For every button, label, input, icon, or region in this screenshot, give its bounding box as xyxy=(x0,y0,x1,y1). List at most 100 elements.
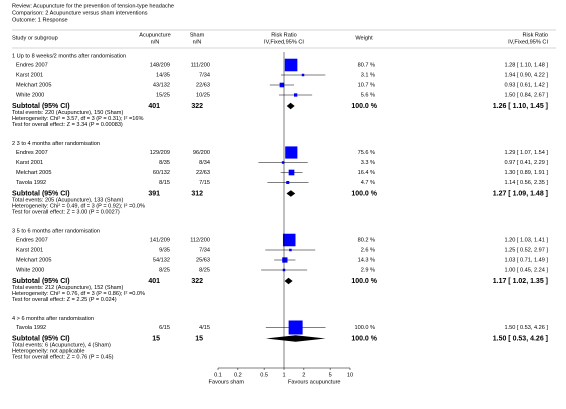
subtotal-diamond xyxy=(286,102,295,110)
sham-events: 22/63 xyxy=(196,170,210,176)
study-name: Tavola 1992 xyxy=(16,325,46,331)
study-name: Tavola 1992 xyxy=(16,180,46,186)
group-note: Total events: 212 (Acupuncture), 152 (Sh… xyxy=(12,285,123,291)
group-note: Heterogeneity: Chi² = 3.57, df = 3 (P = … xyxy=(12,116,143,122)
acu-events: 60/132 xyxy=(153,170,170,176)
group-note: Total events: 205 (Acupuncture), 133 (Sh… xyxy=(12,197,123,203)
effect-square xyxy=(301,73,305,77)
effect-square xyxy=(288,320,303,335)
subtotal-sham: 322 xyxy=(191,278,203,285)
study-name: Melchart 2005 xyxy=(16,170,51,176)
favours-left: Favours sham xyxy=(209,379,245,385)
subtotal-rr: 1.50 [ 0.53, 4.26 ] xyxy=(493,335,548,342)
acu-events: 6/15 xyxy=(159,325,170,331)
acu-events: 15/25 xyxy=(156,92,170,98)
col-plot: Risk Ratio xyxy=(271,32,297,38)
risk-ratio: 1.30 [ 0.89, 1.91 ] xyxy=(504,170,548,176)
acu-events: 43/132 xyxy=(153,82,170,88)
weight: 3.1 % xyxy=(361,72,375,78)
effect-square xyxy=(293,93,298,97)
weight: 2.6 % xyxy=(361,247,375,253)
subtotal-weight: 100.0 % xyxy=(351,103,377,110)
study-name: Endres 2007 xyxy=(16,150,48,156)
risk-ratio: 1.28 [ 1.10, 1.48 ] xyxy=(504,62,548,68)
study-name: White 2000 xyxy=(16,267,44,273)
subtotal-sham: 312 xyxy=(191,190,203,197)
acu-events: 8/35 xyxy=(159,160,170,166)
weight: 5.6 % xyxy=(361,92,375,98)
risk-ratio: 1.03 [ 0.71, 1.49 ] xyxy=(504,257,548,263)
effect-square xyxy=(279,82,285,88)
risk-ratio: 1.20 [ 1.03, 1.41 ] xyxy=(504,237,548,243)
study-name: Karst 2001 xyxy=(16,160,43,166)
risk-ratio: 0.97 [ 0.41, 2.29 ] xyxy=(504,160,548,166)
favours-right: Favours acupuncture xyxy=(288,379,341,385)
group-note: Test for overall effect: Z = 2.25 (P = 0… xyxy=(12,297,117,303)
col-study: Study or subgroup xyxy=(12,35,58,41)
weight: 3.3 % xyxy=(361,160,375,166)
col-plot-sub: IV,Fixed,95% CI xyxy=(264,39,304,45)
tick-label: 0.5 xyxy=(260,372,268,378)
study-name: White 2000 xyxy=(16,92,44,98)
subtotal-sham: 322 xyxy=(191,103,203,110)
weight: 80.7 % xyxy=(358,62,375,68)
subtotal-label: Subtotal (95% CI) xyxy=(12,103,70,110)
sham-events: 96/200 xyxy=(193,150,210,156)
effect-square xyxy=(286,180,290,185)
effect-square xyxy=(288,169,295,176)
group-note: Total events: 220 (Acupuncture), 150 (Sh… xyxy=(12,110,123,116)
col-sham-sub: n/N xyxy=(193,39,202,45)
study-name: Endres 2007 xyxy=(16,62,48,68)
subtotal-acu: 391 xyxy=(148,190,160,197)
risk-ratio: 1.14 [ 0.56, 2.35 ] xyxy=(504,180,548,186)
study-name: Melchart 2005 xyxy=(16,257,51,263)
effect-square xyxy=(281,161,285,164)
group-title: 1 Up to 8 weeks/2 months after randomisa… xyxy=(12,53,126,59)
sham-events: 7/34 xyxy=(199,247,210,253)
acu-events: 14/35 xyxy=(156,72,170,78)
group-note: Heterogeneity: not applicable xyxy=(12,348,84,354)
sham-events: 22/63 xyxy=(196,82,210,88)
subtotal-label: Subtotal (95% CI) xyxy=(12,278,70,285)
sham-events: 7/34 xyxy=(199,72,210,78)
sham-events: 8/34 xyxy=(199,160,210,166)
risk-ratio: 1.25 [ 0.52, 2.97 ] xyxy=(504,247,548,253)
effect-square xyxy=(284,58,298,72)
group-note: Total events: 6 (Acupuncture), 4 (Sham) xyxy=(12,342,111,348)
group-note: Test for overall effect: Z = 3.34 (P = 0… xyxy=(12,122,123,128)
acu-events: 141/209 xyxy=(150,237,170,243)
sham-events: 111/200 xyxy=(191,62,210,68)
subtotal-diamond xyxy=(286,190,296,197)
subtotal-acu: 401 xyxy=(148,278,160,285)
study-name: Melchart 2005 xyxy=(16,82,51,88)
tick-label: 0.2 xyxy=(234,372,242,378)
col-acu: Acupuncture xyxy=(139,32,170,38)
acu-events: 8/15 xyxy=(159,180,170,186)
subtotal-label: Subtotal (95% CI) xyxy=(12,190,70,197)
sham-events: 10/25 xyxy=(196,92,210,98)
risk-ratio: 1.00 [ 0.45, 2.24 ] xyxy=(504,267,548,273)
risk-ratio: 1.50 [ 0.53, 4.26 ] xyxy=(504,325,548,331)
group-title: 4 > 6 months after randomisation xyxy=(12,316,94,322)
tick-label: 2 xyxy=(302,372,305,378)
subtotal-weight: 100.0 % xyxy=(351,190,377,197)
tick-label: 10 xyxy=(347,372,353,378)
acu-events: 54/132 xyxy=(153,257,170,263)
col-weight: Weight xyxy=(355,35,373,41)
sham-events: 25/63 xyxy=(196,257,210,263)
review-title: Review: Acupuncture for the prevention o… xyxy=(12,3,174,9)
sham-events: 112/200 xyxy=(190,237,210,243)
study-name: Karst 2001 xyxy=(16,72,43,78)
risk-ratio: 1.50 [ 0.84, 2.67 ] xyxy=(504,92,548,98)
tick-label: 0.1 xyxy=(214,372,222,378)
weight: 14.3 % xyxy=(358,257,375,263)
acu-events: 148/209 xyxy=(150,62,170,68)
acu-events: 129/209 xyxy=(150,150,170,156)
weight: 80.2 % xyxy=(358,237,375,243)
group-note: Heterogeneity: Chi² = 0.76, df = 3 (P = … xyxy=(12,291,145,297)
group-note: Test for overall effect: Z = 0.76 (P = 0… xyxy=(12,354,114,360)
col-rr-sub: IV,Fixed,95% CI xyxy=(508,39,548,45)
acu-events: 8/25 xyxy=(159,267,170,273)
